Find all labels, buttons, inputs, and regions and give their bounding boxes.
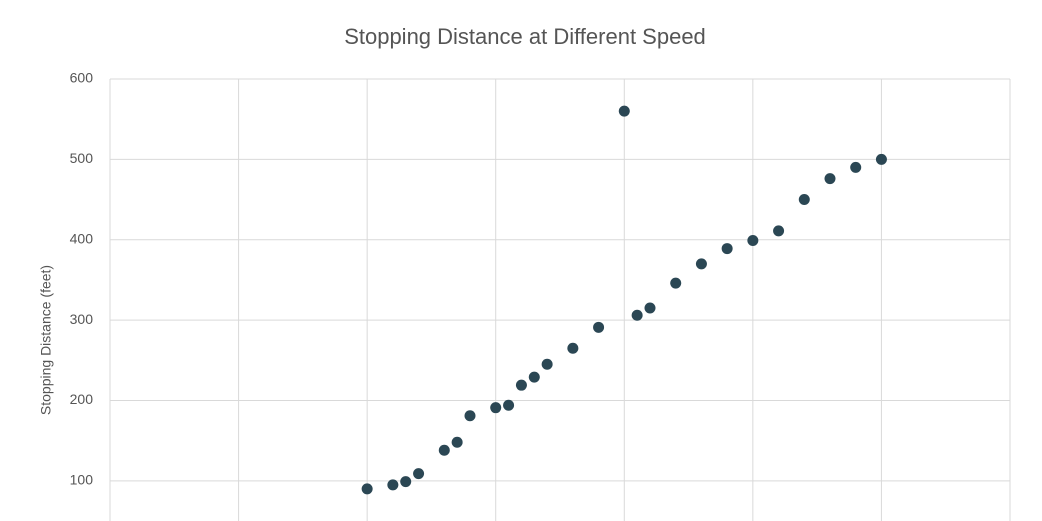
y-tick-label: 400 — [70, 230, 94, 246]
y-tick-label: 200 — [70, 391, 94, 407]
point — [451, 436, 463, 448]
point — [618, 105, 630, 117]
point — [773, 225, 785, 237]
y-tick-label: 600 — [70, 70, 94, 86]
point — [361, 483, 373, 495]
point — [541, 358, 553, 370]
point — [515, 379, 527, 391]
chart-title: Stopping Distance at Different Speed — [344, 24, 706, 49]
point — [413, 468, 425, 480]
point — [747, 235, 759, 247]
point — [631, 309, 643, 321]
point — [824, 173, 836, 185]
point — [850, 161, 862, 173]
y-tick-label: 500 — [70, 150, 94, 166]
y-tick-label: 300 — [70, 311, 94, 327]
point — [567, 342, 579, 354]
point — [875, 153, 887, 165]
point — [593, 321, 605, 333]
point — [490, 402, 502, 414]
y-tick-label: 100 — [70, 472, 94, 488]
point — [798, 194, 810, 206]
point — [464, 410, 476, 422]
point — [528, 371, 540, 383]
point — [438, 444, 450, 456]
point — [670, 277, 682, 289]
point — [721, 243, 733, 255]
point — [695, 258, 707, 270]
point — [387, 479, 399, 491]
point — [400, 476, 412, 488]
point — [644, 302, 656, 314]
point — [503, 399, 515, 411]
y-axis-label: Stopping Distance (feet) — [38, 265, 54, 415]
